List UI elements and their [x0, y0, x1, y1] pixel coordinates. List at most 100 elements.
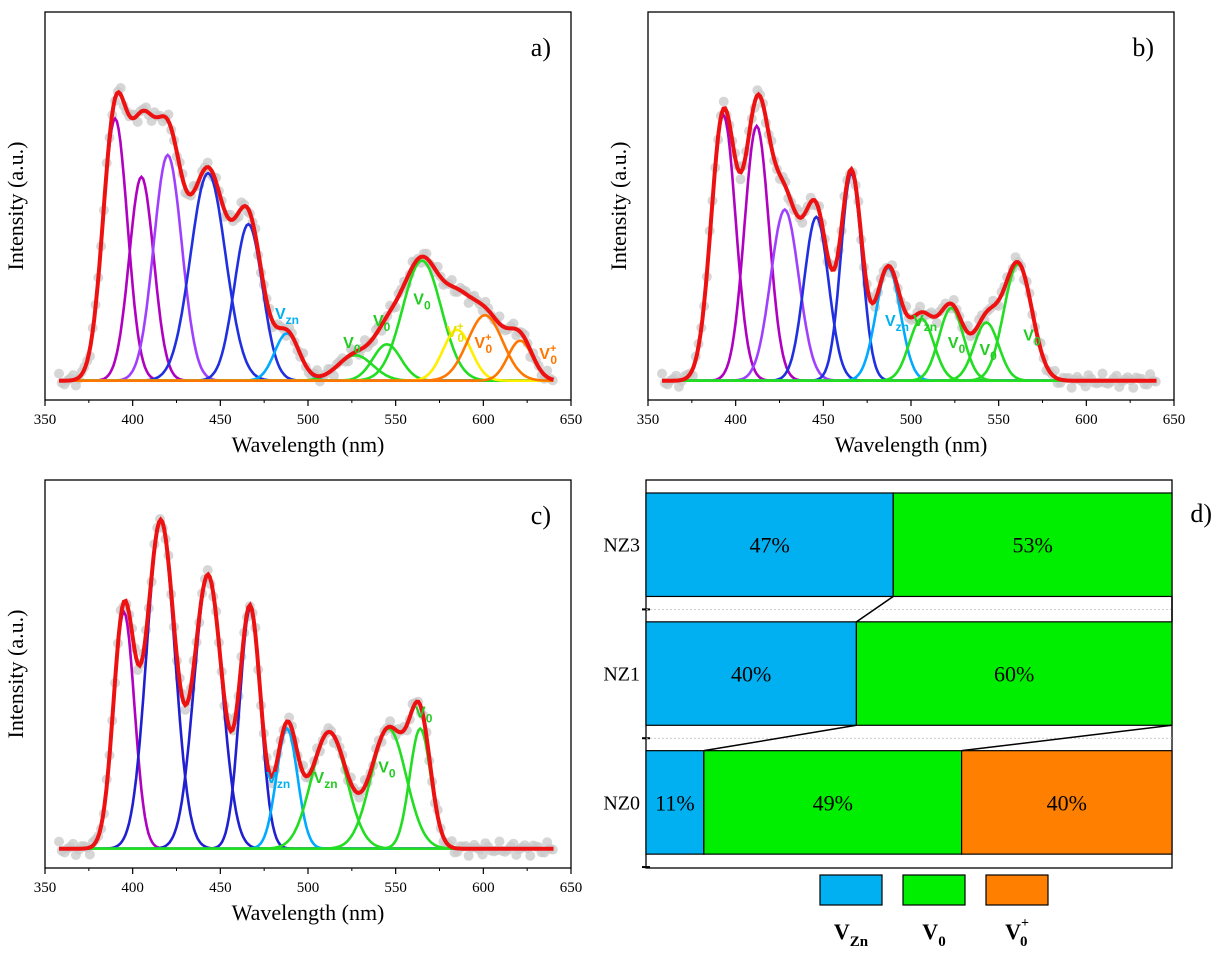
peak-annotation: Vzn [885, 313, 909, 334]
peak-annotation: Vzn [913, 313, 937, 334]
x-axis-title: Wavelength (nm) [835, 432, 988, 457]
x-tick-label: 400 [121, 880, 144, 896]
peak-annotation: V0 [343, 335, 361, 356]
legend-label: VZn [834, 919, 869, 950]
bar-value-label: 40% [731, 662, 771, 687]
x-tick-label: 400 [121, 412, 144, 428]
x-tick-label: 500 [900, 412, 923, 428]
category-label: NZ1 [603, 664, 640, 686]
data-point [1128, 382, 1139, 393]
x-tick-label: 500 [297, 412, 320, 428]
y-axis-title: Intensity (a.u.) [3, 610, 28, 739]
panel-label: a) [531, 33, 551, 62]
x-tick-label: 650 [560, 880, 583, 896]
x-tick-label: 650 [560, 412, 583, 428]
spectrum-panel-2: 350 400 450 500 550 600 650 Wavelength (nm) Inte… [3, 479, 583, 925]
spectrum-panel-1: 350 400 450 500 550 600 650 Wavelength (nm) Inte… [606, 11, 1186, 457]
x-tick-label: 600 [472, 880, 495, 896]
x-tick-label: 600 [472, 412, 495, 428]
data-point [735, 174, 746, 185]
data-point [202, 157, 213, 168]
x-tick-label: 350 [34, 412, 57, 428]
bar-segment [892, 492, 1173, 598]
bar-segment [645, 750, 705, 855]
data-point [797, 217, 808, 228]
data-point [385, 716, 396, 727]
x-tick-label: 550 [987, 412, 1010, 428]
x-tick-label: 450 [209, 880, 232, 896]
peak-annotation: V0 [979, 342, 997, 363]
x-axis-title: Wavelength (nm) [232, 900, 385, 925]
data-point [84, 849, 95, 860]
data-point [328, 370, 339, 381]
legend-swatch [985, 874, 1049, 906]
data-point [1080, 381, 1091, 392]
bar-value-label: 53% [1012, 533, 1052, 558]
category-label: NZ0 [603, 792, 640, 814]
x-tick-label: 500 [297, 880, 320, 896]
legend-swatch [819, 874, 883, 906]
bar-segment [960, 750, 1173, 855]
connector-line [855, 595, 894, 623]
peak-annotation: Vzn [314, 770, 338, 791]
data-point [202, 565, 213, 576]
peak-annotation: V0 [1023, 328, 1041, 349]
data-point [54, 836, 64, 847]
y-axis-title: Intensity (a.u.) [3, 142, 28, 271]
x-axis-title: Wavelength (nm) [232, 432, 385, 457]
cumulative-fit [59, 516, 554, 851]
data-point [463, 850, 474, 861]
peak-annotation: V0 [378, 759, 396, 780]
connector-line [961, 724, 1173, 752]
data-point [312, 365, 323, 376]
legend-label: V+ 0 [1005, 916, 1029, 950]
data-point [54, 368, 64, 379]
data-point [1097, 368, 1108, 379]
bar-segment [855, 621, 1173, 726]
legend-swatch [902, 874, 966, 906]
data-point [508, 318, 519, 329]
component-peak-4 [59, 726, 554, 850]
peak-annotation: V0 [415, 705, 433, 726]
legend-label: V0 [922, 919, 945, 950]
x-tick-label: 550 [384, 880, 407, 896]
data-point [180, 704, 191, 715]
data-point [477, 849, 488, 860]
data-point [494, 836, 505, 847]
bar-value-label: 49% [813, 790, 853, 815]
peak-annotation: V0 [373, 313, 391, 334]
data-point [931, 318, 942, 328]
peak-annotation: V0 [413, 291, 431, 312]
panel-label: c) [531, 501, 551, 530]
peak-annotation: V+ 0 [446, 321, 464, 345]
x-tick-label: 350 [34, 880, 57, 896]
peak-annotation: V+ 0 [474, 332, 492, 356]
cumulative-fit [59, 89, 555, 383]
bar-panel: d) 47% 53% NZ3 40% 60% NZ1 11% 49% 40% NZ0 [603, 479, 1212, 869]
connector-line [703, 724, 857, 752]
panel-label: d) [1190, 499, 1212, 528]
x-tick-label: 400 [724, 412, 747, 428]
bar-value-label: 40% [1047, 790, 1087, 815]
data-point [525, 850, 536, 861]
experimental-data [54, 514, 558, 861]
x-tick-label: 450 [209, 412, 232, 428]
peak-annotation: Vzn [266, 770, 290, 791]
panel-label: b) [1132, 33, 1154, 62]
x-tick-label: 450 [812, 412, 835, 428]
spectrum-panel-0: 350 400 450 500 550 600 650 Wavelength (nm) Inte… [3, 11, 583, 457]
bar-segment [645, 621, 857, 726]
data-point [1066, 382, 1077, 393]
bar-value-label: 60% [994, 662, 1034, 687]
bar-segment [645, 492, 894, 598]
bar-value-label: 47% [749, 533, 789, 558]
data-point [657, 368, 667, 379]
peak-annotation: V0 [948, 335, 966, 356]
bar-value-label: 11% [655, 790, 695, 815]
x-tick-label: 650 [1163, 412, 1186, 428]
component-peak-5 [59, 730, 554, 850]
category-label: NZ3 [603, 535, 640, 557]
peak-annotation: Vzn [275, 306, 299, 327]
y-axis-title: Intensity (a.u.) [606, 142, 631, 271]
component-peak-11 [59, 339, 554, 382]
